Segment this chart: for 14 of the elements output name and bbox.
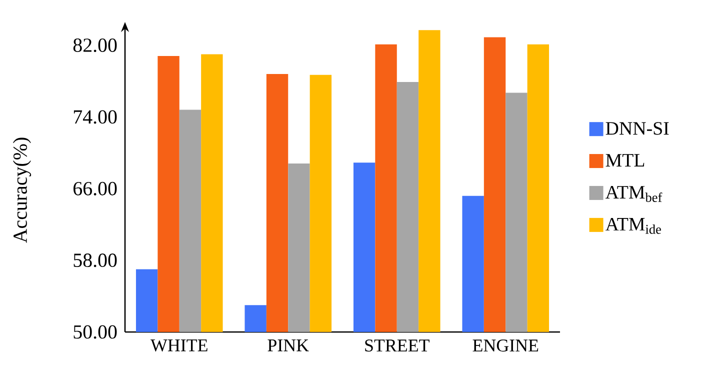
y-tick-label: 82.00: [73, 38, 117, 52]
y-tick-label: 50.00: [74, 325, 117, 339]
x-tick-label: PINK: [268, 340, 309, 352]
legend-label: DNN-SI: [606, 122, 669, 135]
legend-label: ATM$_{ide}$: [605, 218, 661, 234]
legend-label: MTL: [606, 154, 644, 166]
x-tick-label: STREET: [365, 340, 430, 352]
x-tick-label: ENGINE: [472, 340, 538, 352]
y-tick-label: 66.00: [74, 182, 117, 196]
x-tick-label: WHITE: [150, 340, 208, 352]
legend-label: ATM$_{bef}$: [605, 186, 662, 202]
y-axis-title: Accuracy(%): [12, 138, 32, 243]
y-tick-label: 74.00: [74, 110, 117, 124]
y-tick-label: 58.00: [74, 254, 117, 268]
